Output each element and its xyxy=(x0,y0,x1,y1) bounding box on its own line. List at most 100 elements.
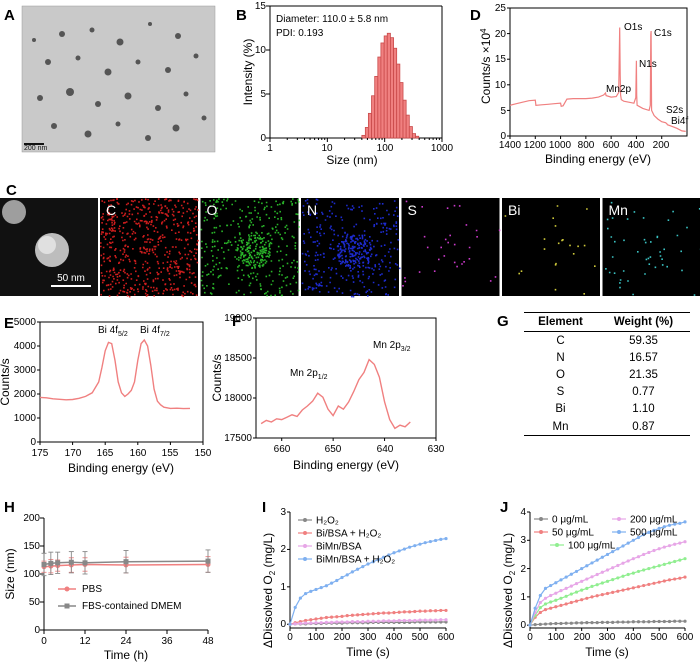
chart-j-point xyxy=(605,552,610,557)
chart-h-legend-swatch xyxy=(64,603,70,609)
chart-i-legend-swatch xyxy=(303,544,307,548)
scale-bar-c: 50 nm xyxy=(57,273,85,284)
chart-j-legend-swatch xyxy=(539,517,543,521)
chart-i-point xyxy=(356,620,360,624)
chart-i-point xyxy=(428,609,432,613)
chart-j-point xyxy=(652,565,656,569)
chart-j-point xyxy=(574,581,579,586)
chart-i-ylabel: ΔDissolved O2 (mg/L) xyxy=(261,533,277,648)
chart-j-point xyxy=(657,580,661,584)
chart-h-point xyxy=(82,560,88,566)
chart-j-xtick: 100 xyxy=(548,632,565,643)
chart-i-xtick: 300 xyxy=(360,632,377,643)
chart-j-point xyxy=(673,559,677,564)
chart-j-ytick: 3 xyxy=(520,535,526,546)
chart-i-point xyxy=(356,613,360,617)
chart-f-ytick: 18000 xyxy=(224,393,252,404)
element-table: Element Weight (%) C 59.35 N 16.57 O 21.35 … xyxy=(524,312,690,437)
chart-h-ytick: 150 xyxy=(23,541,40,552)
chart-i-point xyxy=(387,611,391,615)
chart-i-point xyxy=(350,620,354,624)
chart-j-point xyxy=(580,621,584,625)
chart-j-point xyxy=(554,581,558,585)
chart-i-ytick: 0 xyxy=(280,619,286,630)
eds-mapping: 50 nm C O N S Bi Mn xyxy=(0,198,700,298)
chart-j-point xyxy=(642,620,646,624)
chart-i-point xyxy=(298,596,302,600)
chart-j-point xyxy=(642,568,646,572)
chart-i-point xyxy=(350,613,354,617)
chart-j-legend-label: 50 μg/mL xyxy=(552,528,594,539)
chart-j-point xyxy=(673,619,677,623)
chart-i-point xyxy=(361,565,365,569)
chart-j-point xyxy=(574,621,579,625)
chart-h-ytick: 100 xyxy=(23,569,40,580)
chart-j-point xyxy=(543,622,548,626)
panel-label-g: G xyxy=(497,313,509,330)
chart-f-ylabel: Counts/s xyxy=(210,354,224,401)
chart-j-legend-label: 200 μg/mL xyxy=(630,515,678,526)
chart-i-point xyxy=(319,585,323,590)
chart-j-point xyxy=(559,596,563,600)
table-row: Mn 0.87 xyxy=(524,417,690,437)
eds-map-n xyxy=(301,198,399,296)
chart-b-bar xyxy=(380,42,385,139)
chart-d-ytick: 5 xyxy=(500,106,506,117)
chart-h-legend-label: PBS xyxy=(82,584,102,595)
chart-i-point xyxy=(293,605,297,610)
chart-j-point xyxy=(533,623,537,627)
table-row: Bi 1.10 xyxy=(524,401,690,418)
chart-j-point xyxy=(678,619,682,623)
chart-e-ytick: 1000 xyxy=(14,413,37,424)
chart-i: 0 1 2 3 0 100 200 300 400 500 600 Time (… xyxy=(261,507,455,659)
chart-b-xtick: 100 xyxy=(377,143,394,154)
chart-f-xtick: 630 xyxy=(428,444,445,455)
chart-h-legend-label: FBS-contained DMEM xyxy=(82,601,181,612)
chart-i-xtick: 100 xyxy=(308,632,325,643)
chart-i-point xyxy=(371,612,375,616)
eds-map-label: N xyxy=(307,202,317,218)
chart-i-point xyxy=(413,609,417,614)
chart-i-point xyxy=(392,551,396,555)
chart-j-point xyxy=(605,568,610,572)
table-cell: 16.57 xyxy=(629,351,658,364)
chart-i-point xyxy=(345,614,349,618)
chart-j-point xyxy=(528,623,532,627)
chart-j-point xyxy=(569,572,573,576)
chart-h-point xyxy=(48,560,54,566)
chart-j-point xyxy=(616,547,620,551)
chart-i-point xyxy=(340,575,344,580)
chart-j-point xyxy=(631,571,635,575)
chart-j-point xyxy=(585,586,589,590)
chart-i-point xyxy=(413,544,417,548)
chart-i-xtick: 500 xyxy=(412,632,429,643)
chart-h-xtick: 48 xyxy=(202,636,214,647)
chart-e-ytick: 2000 xyxy=(14,389,37,400)
chart-j-point xyxy=(600,620,604,624)
chart-j-point xyxy=(626,541,630,545)
chart-j-point xyxy=(621,588,625,592)
chart-j-legend-swatch xyxy=(617,530,621,534)
chart-d-annotation-c1s: C1s xyxy=(654,28,672,39)
chart-j-point xyxy=(605,620,610,624)
chart-i-legend-label: H₂O₂ xyxy=(316,516,339,527)
chart-i-point xyxy=(376,619,380,623)
chart-j-point xyxy=(611,590,615,594)
chart-j-point xyxy=(662,579,666,583)
chart-i-point xyxy=(408,545,412,549)
panel-label-i: I xyxy=(262,499,266,516)
chart-j-point xyxy=(631,538,635,542)
chart-e-ytick: 0 xyxy=(30,437,36,448)
chart-j-point xyxy=(559,603,563,607)
chart-j-point xyxy=(626,572,630,577)
chart-j-point xyxy=(549,600,553,604)
chart-i-point xyxy=(304,618,308,623)
chart-h-legend-swatch xyxy=(64,586,70,592)
chart-i-ytick: 1 xyxy=(280,582,286,593)
chart-i-xtick: 400 xyxy=(386,632,403,643)
chart-d-xtick: 400 xyxy=(628,140,645,151)
chart-j-legend-swatch xyxy=(617,517,621,521)
chart-f-xtick: 640 xyxy=(377,444,394,455)
chart-j-point xyxy=(569,584,573,588)
chart-b-xtick: 10 xyxy=(321,143,333,154)
